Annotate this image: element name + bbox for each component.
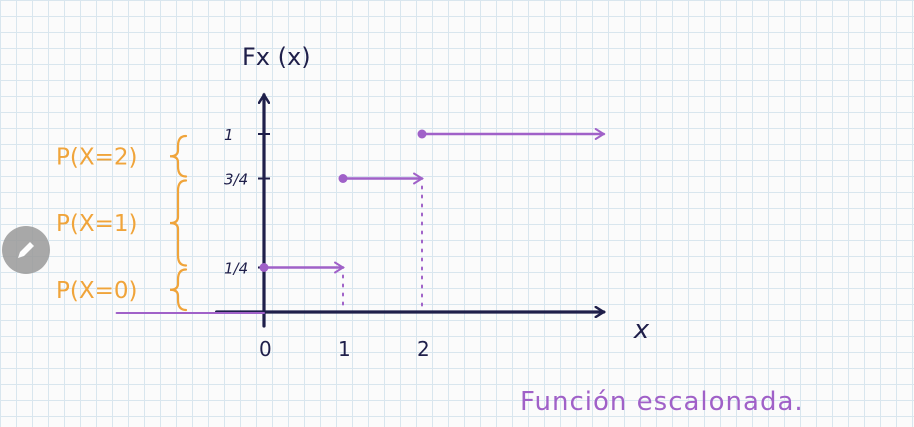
- step-start-point-2: [417, 129, 427, 139]
- x-tick-label-0: 0: [259, 337, 272, 361]
- x-axis-label: x: [633, 315, 650, 345]
- annotation-label-2: P(X=0): [56, 278, 137, 304]
- y-axis-label: Fx (x): [242, 43, 311, 71]
- annotation-label-1: P(X=1): [56, 211, 137, 237]
- step-start-point-1: [338, 174, 348, 183]
- y-tick-label-2: 1: [224, 126, 234, 144]
- pen-tool-button[interactable]: [2, 226, 50, 274]
- chart-caption: Función escalonada.: [520, 387, 804, 417]
- annotation-brace-0: [169, 134, 188, 178]
- annotation-brace-1: [169, 179, 188, 267]
- x-tick-label-1: 1: [338, 337, 351, 361]
- annotation-brace-2: [169, 268, 188, 312]
- step-start-point-0: [259, 263, 269, 272]
- y-tick-label-1: 3/4: [224, 171, 248, 189]
- y-tick-label-0: 1/4: [224, 260, 248, 278]
- annotation-label-0: P(X=2): [56, 144, 137, 170]
- x-tick-label-2: 2: [417, 337, 430, 361]
- pencil-icon: [18, 242, 34, 258]
